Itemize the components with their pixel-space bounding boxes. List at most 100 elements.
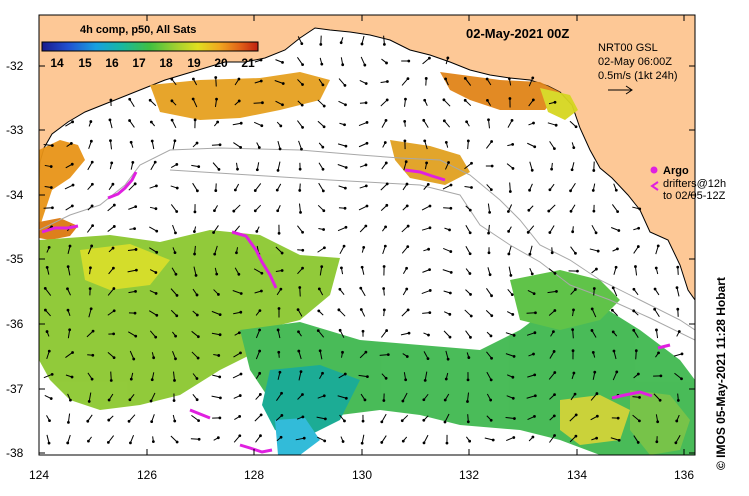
current-arrow-head	[653, 307, 657, 311]
current-arrow-head	[90, 182, 94, 186]
drifter-track	[657, 343, 671, 350]
current-arrow-head	[384, 225, 387, 229]
current-arrow	[274, 80, 284, 84]
current-arrow-head	[632, 287, 636, 291]
legend-colorbar-rect	[41, 41, 259, 52]
lat-label: -33	[6, 123, 24, 137]
legend-tick-label: 16	[105, 56, 119, 70]
lat-label: -38	[6, 446, 24, 460]
current-arrow-head	[674, 441, 678, 445]
current-arrow-head	[592, 209, 596, 213]
current-arrow-head	[255, 229, 259, 233]
current-arrow	[149, 226, 157, 232]
current-arrow-head	[258, 309, 262, 312]
current-arrow-head	[511, 313, 515, 316]
current-arrow-head	[133, 227, 136, 231]
current-arrow	[88, 308, 92, 318]
current-arrow-head	[531, 435, 535, 439]
current-arrow	[464, 78, 472, 86]
current-arrow	[88, 392, 92, 402]
current-arrow-head	[91, 353, 95, 357]
current-arrow-head	[591, 351, 595, 354]
current-arrow-head	[344, 103, 347, 107]
current-arrow-head	[384, 376, 388, 380]
axis-ticks	[38, 15, 695, 455]
current-arrow	[635, 350, 637, 360]
current-arrow-head	[45, 265, 49, 269]
current-arrow-head	[343, 123, 346, 127]
current-arrow	[253, 102, 263, 104]
current-arrow-head	[195, 313, 199, 317]
current-arrow-head	[111, 182, 115, 186]
current-arrow-head	[134, 248, 138, 251]
current-model-label: NRT00 GSL	[598, 42, 658, 54]
current-arrow-head	[591, 189, 595, 192]
current-arrow-head	[70, 162, 74, 166]
current-arrow	[109, 119, 113, 129]
current-arrow-head	[89, 139, 93, 143]
current-arrow-head	[636, 441, 640, 444]
current-arrow-head	[466, 420, 470, 424]
current-arrow-head	[423, 98, 427, 102]
current-arrow-head	[154, 335, 158, 339]
current-arrow	[128, 183, 136, 191]
current-arrow-head	[281, 103, 284, 107]
current-arrow-head	[555, 290, 558, 293]
current-arrow-head	[512, 436, 516, 439]
current-arrow	[233, 204, 241, 212]
current-arrow-head	[638, 419, 641, 423]
current-arrow-head	[570, 168, 574, 172]
current-arrow-head	[343, 83, 347, 87]
current-arrow	[632, 414, 640, 422]
current-arrow-head	[592, 287, 596, 290]
current-arrow	[339, 245, 345, 255]
current-arrow-head	[449, 206, 453, 210]
current-arrow-head	[469, 293, 472, 296]
current-arrow-head	[611, 330, 615, 334]
current-arrow-head	[574, 125, 578, 129]
current-arrow	[150, 392, 156, 402]
current-arrow-head	[554, 123, 558, 127]
current-arrow-head	[49, 186, 53, 189]
current-arrow-head	[238, 394, 242, 397]
current-arrow-head	[532, 121, 535, 125]
current-arrow-head	[259, 79, 263, 83]
current-arrow-head	[467, 356, 471, 359]
current-arrow	[65, 352, 73, 358]
current-arrow-head	[260, 271, 264, 275]
current-arrow-head	[195, 377, 199, 380]
current-arrow-head	[170, 99, 174, 103]
current-arrow-head	[485, 77, 489, 81]
drifter-track	[611, 390, 653, 400]
current-arrow-head	[490, 164, 494, 168]
current-arrow	[232, 122, 242, 126]
current-arrow-head	[341, 440, 345, 443]
current-arrow-head	[469, 335, 472, 339]
current-arrow-head	[385, 80, 389, 83]
drifter-track	[41, 224, 79, 234]
current-arrow	[170, 288, 178, 296]
current-arrow-head	[323, 417, 327, 421]
current-arrow	[465, 245, 471, 255]
current-arrow-head	[215, 97, 218, 101]
current-arrow-head	[155, 250, 159, 254]
current-arrow-head	[71, 183, 75, 187]
current-arrow-head	[406, 308, 410, 312]
current-arrow-head	[489, 378, 493, 382]
drifter-track	[107, 171, 138, 200]
current-arrow-head	[569, 189, 572, 193]
current-arrow-head	[112, 203, 116, 207]
current-arrow-head	[90, 377, 94, 381]
current-arrow	[110, 371, 112, 381]
current-arrow	[572, 329, 574, 339]
current-arrow	[127, 269, 137, 273]
current-arrow	[380, 99, 388, 107]
current-arrow-head	[322, 209, 326, 213]
current-arrow-head	[655, 440, 659, 444]
current-arrow-head	[173, 251, 177, 255]
current-arrow	[338, 309, 346, 317]
current-arrow-head	[90, 204, 94, 208]
current-arrow-head	[154, 184, 158, 188]
current-arrow	[43, 373, 53, 379]
current-arrow-head	[67, 420, 70, 424]
